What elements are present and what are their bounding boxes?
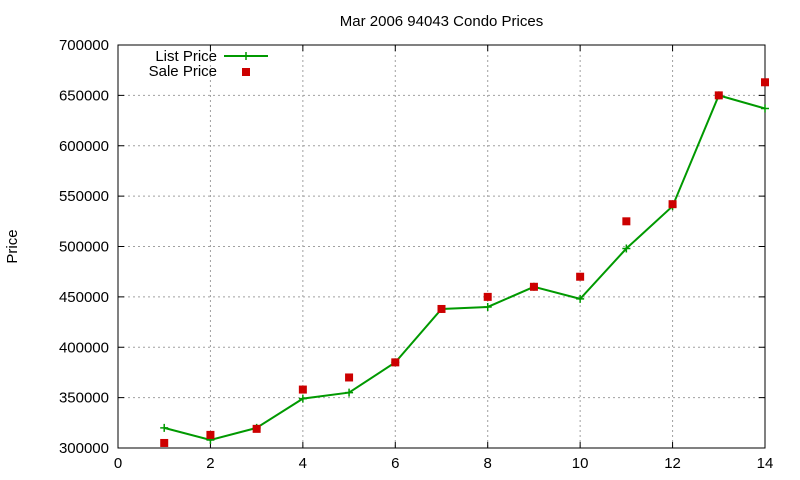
data-point-sale-price [437,304,446,313]
y-axis-label: Price [4,229,21,263]
data-point-sale-price [206,430,215,439]
data-point-list-price [483,302,492,311]
x-tick-labels: 0 2 4 6 8 10 12 14 [114,455,774,472]
y-tick-label: 450000 [59,289,109,306]
data-point-sale-price [391,358,400,367]
data-point-list-price [298,394,307,403]
legend-label-sale-price: Sale Price [149,63,217,80]
y-tick-label: 400000 [59,339,109,356]
grid-lines [118,45,765,448]
y-tick-label: 500000 [59,239,109,256]
x-tick-label: 6 [391,455,399,472]
x-tick-label: 10 [572,455,589,472]
data-point-sale-price [761,78,769,87]
x-tick-label: 0 [114,455,122,472]
data-point-list-price [160,423,169,432]
legend-item-sale-price: Sale Price [149,63,250,80]
series-layer [160,78,769,447]
data-point-sale-price [160,438,169,447]
data-point-sale-price [622,217,631,226]
data-point-sale-price [252,424,261,433]
data-point-sale-price [576,272,585,281]
data-point-sale-price [714,91,723,100]
data-point-list-price [622,244,631,253]
data-point-sale-price [483,292,492,301]
x-tick-label: 12 [664,455,681,472]
data-point-sale-price [345,373,354,382]
data-point-sale-price [668,200,677,209]
y-tick-label: 300000 [59,440,109,457]
y-tick-label: 350000 [59,390,109,407]
data-point-sale-price [529,282,538,291]
x-tick-label: 14 [757,455,774,472]
x-tick-label: 4 [299,455,307,472]
data-point-list-price [345,388,354,397]
series-line-list-price [163,94,766,441]
x-tick-label: 8 [484,455,492,472]
x-tick-label: 2 [206,455,214,472]
y-tick-labels: 300000 350000 400000 450000 500000 550000 6000… [59,37,109,457]
legend-item-list-price: List Price [155,48,268,65]
y-tick-label: 650000 [59,87,109,104]
data-point-list-price [576,294,585,303]
legend: List Price Sale Price [149,48,268,80]
data-point-list-price [761,104,769,113]
axis-ticks [117,44,766,449]
chart-title: Mar 2006 94043 Condo Prices [340,13,543,30]
y-tick-label: 600000 [59,138,109,155]
y-tick-label: 700000 [59,37,109,54]
y-tick-label: 550000 [59,188,109,205]
legend-marker-sale-price [242,68,250,76]
legend-label-list-price: List Price [155,48,217,65]
legend-marker-list-price [242,52,250,60]
data-point-sale-price [298,385,307,394]
